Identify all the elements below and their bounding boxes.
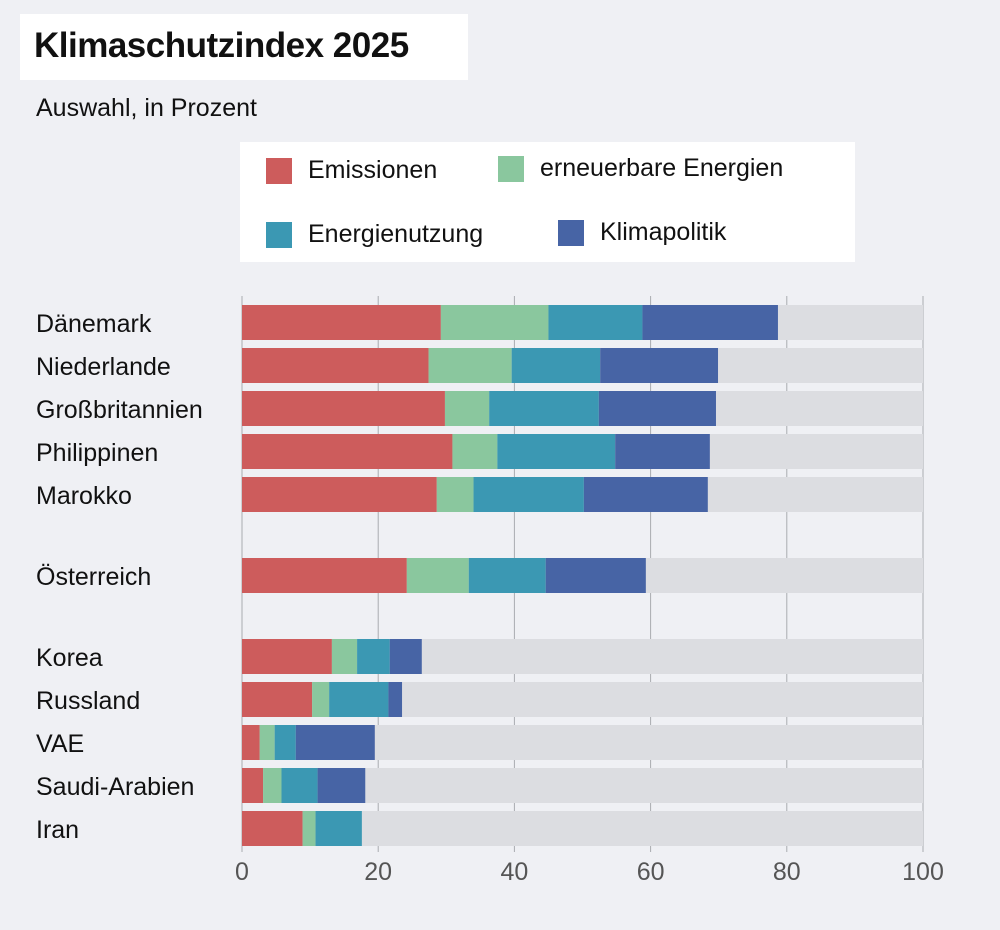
legend-label: Klimapolitik <box>600 218 727 246</box>
legend-item-energienutzung: Energienutzung <box>266 220 483 249</box>
bar-segment-klimapolitik <box>295 725 375 760</box>
bar-segment-energienutzung <box>468 558 546 593</box>
bar-segment-klimapolitik <box>615 434 710 469</box>
bar-segment-klimapolitik <box>317 768 366 803</box>
legend-label: Emissionen <box>308 156 438 184</box>
legend-label: erneuerbare Energien <box>540 154 784 182</box>
bar-segment-energienutzung <box>473 477 584 512</box>
bar-segment-emissionen <box>242 768 264 803</box>
x-tick-label: 100 <box>902 858 944 886</box>
legend-swatch <box>558 219 584 246</box>
bar-segment-energienutzung <box>357 639 390 674</box>
bar-segment-emissionen <box>242 558 407 593</box>
chart-subtitle: Auswahl, in Prozent <box>36 94 257 122</box>
x-tick-label: 80 <box>773 858 801 886</box>
bar-segment-emissionen <box>242 305 441 340</box>
category-label: Marokko <box>36 482 132 510</box>
bar-segment-erneuerbare-energien <box>452 434 498 469</box>
bar-segment-klimapolitik <box>389 639 422 674</box>
bar-segment-energienutzung <box>489 391 599 426</box>
bar-segment-emissionen <box>242 348 429 383</box>
chart-title: Klimaschutzindex 2025 <box>34 26 409 65</box>
x-tick-label: 20 <box>364 858 392 886</box>
bar-segment-energienutzung <box>548 305 643 340</box>
legend-item-erneuerbare: erneuerbare Energien <box>498 154 783 183</box>
category-label: VAE <box>36 730 84 758</box>
bar-segment-emissionen <box>242 391 445 426</box>
bar-segment-klimapolitik <box>600 348 719 383</box>
bar-segment-erneuerbare-energien <box>428 348 512 383</box>
category-label: Niederlande <box>36 353 171 381</box>
bar-segment-emissionen <box>242 434 453 469</box>
bar-segment-energienutzung <box>511 348 601 383</box>
category-label: Korea <box>36 644 103 672</box>
category-label: Philippinen <box>36 439 158 467</box>
bar-segment-erneuerbare-energien <box>436 477 474 512</box>
bar-segment-erneuerbare-energien <box>444 391 490 426</box>
x-tick-label: 0 <box>235 858 249 886</box>
legend-swatch <box>266 221 292 248</box>
legend-swatch <box>498 155 524 182</box>
bar-segment-energienutzung <box>329 682 389 717</box>
bar-segment-emissionen <box>242 477 437 512</box>
legend-swatch <box>266 157 292 184</box>
category-label: Saudi-Arabien <box>36 773 194 801</box>
category-label: Großbritannien <box>36 396 203 424</box>
legend-item-emissionen: Emissionen <box>266 156 437 185</box>
bar-segment-erneuerbare-energien <box>312 682 330 717</box>
category-label: Dänemark <box>36 310 152 338</box>
bar-segment-erneuerbare-energien <box>259 725 275 760</box>
x-tick-label: 40 <box>500 858 528 886</box>
bar-segment-erneuerbare-energien <box>302 811 316 846</box>
category-label: Österreich <box>36 563 151 591</box>
legend-label: Energienutzung <box>308 220 484 248</box>
legend: Emissionen erneuerbare Energien Energien… <box>240 142 855 262</box>
bar-segment-klimapolitik <box>583 477 708 512</box>
category-label: Russland <box>36 687 140 715</box>
bar-segment-klimapolitik <box>598 391 716 426</box>
bar-segment-emissionen <box>242 725 260 760</box>
bar-segment-energienutzung <box>497 434 616 469</box>
bar-segment-klimapolitik <box>545 558 646 593</box>
title-box: Klimaschutzindex 2025 <box>20 14 468 80</box>
bar-segment-erneuerbare-energien <box>406 558 469 593</box>
legend-item-klimapolitik: Klimapolitik <box>558 218 726 247</box>
bar-segment-energienutzung <box>274 725 296 760</box>
bar-segment-energienutzung <box>315 811 362 846</box>
bar-segment-energienutzung <box>281 768 318 803</box>
bar-segment-klimapolitik <box>642 305 778 340</box>
bar-segment-emissionen <box>242 639 332 674</box>
bar-segment-erneuerbare-energien <box>263 768 282 803</box>
bar-segment-erneuerbare-energien <box>331 639 358 674</box>
bar-segment-emissionen <box>242 811 303 846</box>
bar-segment-erneuerbare-energien <box>440 305 549 340</box>
bar-segment-emissionen <box>242 682 313 717</box>
bar-segment-klimapolitik <box>388 682 403 717</box>
x-tick-label: 60 <box>637 858 665 886</box>
category-label: Iran <box>36 816 79 844</box>
